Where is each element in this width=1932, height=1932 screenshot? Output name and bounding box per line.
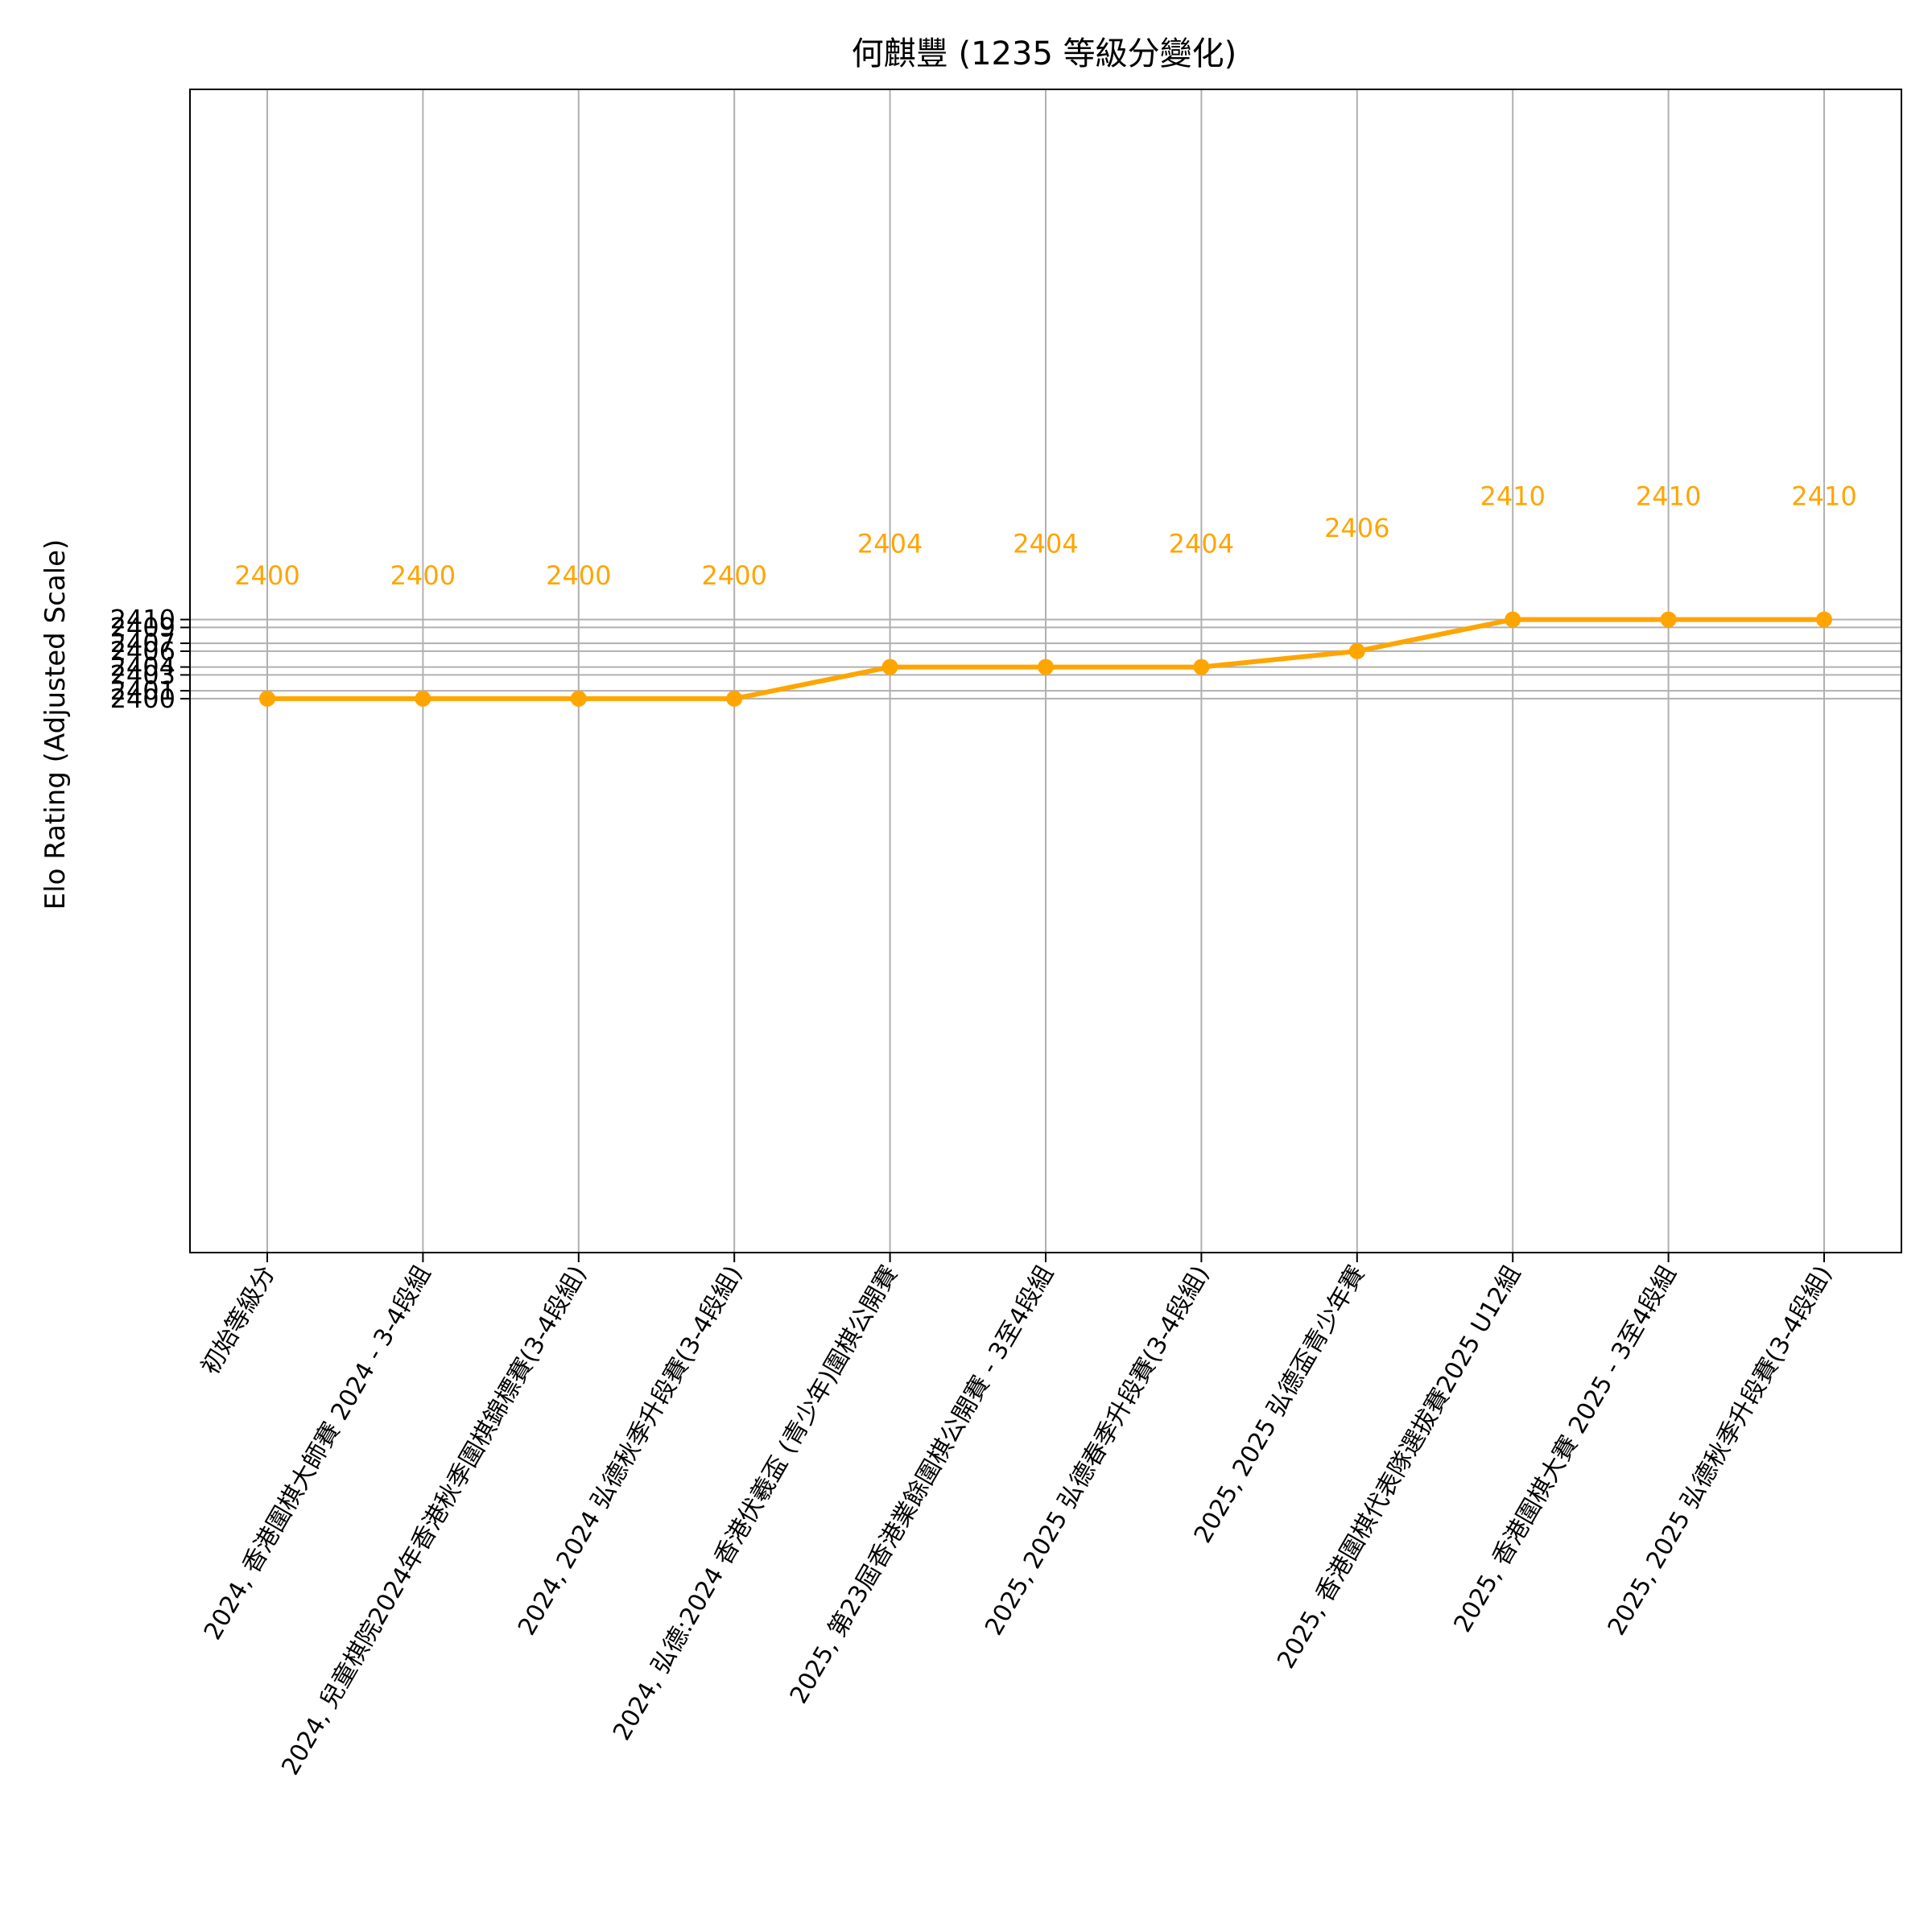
data-label: 2400: [234, 560, 299, 591]
data-point: [1660, 611, 1677, 628]
data-point: [1348, 642, 1365, 659]
chart-title: 何麒豐 (1235 等級分變化): [852, 35, 1236, 72]
x-tick-label: 2025, 2025 弘德盃青少年賽: [1189, 1261, 1371, 1548]
y-tick-label: 2407: [110, 628, 175, 658]
data-label: 2406: [1324, 513, 1389, 543]
data-label: 2400: [390, 560, 456, 591]
data-label: 2400: [546, 560, 611, 591]
y-tick-label: 2400: [110, 683, 175, 714]
data-point: [726, 690, 743, 707]
x-tick-label: 2024, 弘德:2024 香港伏羲盃 (青少年)圍棋公開賽: [608, 1261, 903, 1746]
x-tick-label: 初始等級分: [196, 1261, 281, 1380]
x-tick-label: 2024, 兒童棋院2024年香港秋季圍棋錦標賽(3-4段組): [276, 1261, 592, 1781]
x-tick-label: 2025, 第23屆香港業餘圍棋公開賽 - 3至4段組: [785, 1261, 1059, 1709]
y-tick-label: 2406: [110, 636, 175, 667]
data-label: 2410: [1480, 481, 1545, 512]
y-axis-label: Elo Rating (Adjusted Scale): [39, 539, 72, 910]
x-grid: [266, 89, 1825, 1253]
data-label: 2404: [857, 529, 923, 559]
data-label: 2400: [701, 560, 766, 591]
y-tick-label: 2410: [110, 605, 175, 635]
data-point: [1193, 658, 1210, 675]
data-label: 2404: [1169, 529, 1234, 559]
data-point: [1038, 658, 1054, 675]
data-point: [881, 658, 898, 675]
data-point: [415, 690, 431, 707]
data-point: [259, 690, 275, 707]
data-point: [570, 690, 587, 707]
y-tick-label: 2404: [110, 652, 175, 683]
data-label: 2404: [1013, 529, 1078, 559]
y-tick-label: 2401: [110, 675, 175, 706]
data-label: 2410: [1791, 481, 1856, 512]
series-layer: [259, 611, 1832, 707]
y-tick-label: 2409: [110, 612, 175, 642]
data-point: [1505, 611, 1521, 628]
data-point: [1816, 611, 1832, 628]
value-labels: 2400 2400 2400 2400 2404 2404 2404 2406 2410 2410…: [234, 481, 1856, 591]
y-tick-label: 2403: [110, 659, 175, 690]
data-label: 2410: [1636, 481, 1701, 512]
